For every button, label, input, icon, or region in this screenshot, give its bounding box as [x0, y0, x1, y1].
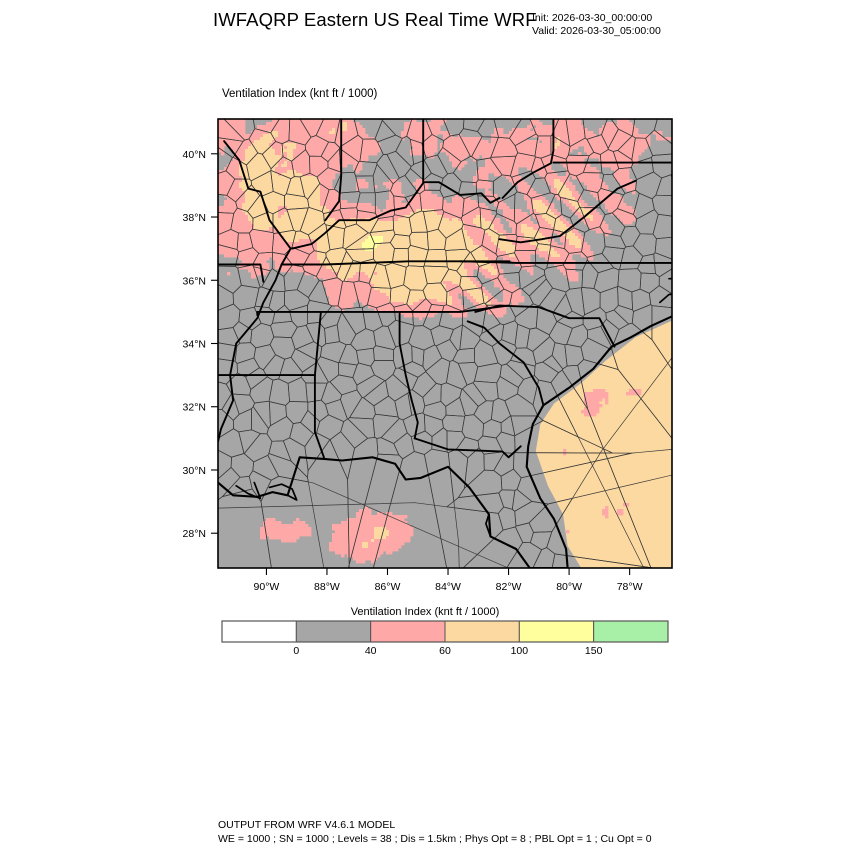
county-boundary: [651, 305, 672, 371]
county-boundary: [582, 119, 608, 140]
county-boundary: [493, 119, 522, 139]
state-boundary: [459, 260, 672, 264]
contour-fill-layer: [218, 119, 672, 568]
colorbar-band: [221, 620, 297, 643]
colorbar-band: [295, 620, 372, 643]
state-boundary: [398, 310, 419, 440]
bay-shoreline: [690, 204, 714, 248]
page-title: IWFAQRP Eastern US Real Time WRF: [213, 9, 537, 30]
state-boundary: [218, 140, 292, 443]
colorbar-tick-label: 150: [585, 645, 603, 657]
county-boundary: [651, 194, 672, 217]
bay-shoreline: [235, 481, 262, 500]
colorbar-band: [518, 620, 595, 643]
state-boundary: [291, 181, 501, 250]
lat-tick-label: 40°N: [183, 149, 206, 161]
county-boundary-layer: [218, 119, 672, 568]
lon-tick-label: 86°W: [375, 581, 401, 593]
bay-shoreline: [268, 483, 298, 501]
county-boundary: [381, 119, 413, 139]
lat-tick-label: 30°N: [183, 465, 206, 477]
state-boundary: [552, 161, 672, 164]
colorbar-tick-label: 100: [511, 645, 529, 657]
plot-subtitle: Ventilation Index (knt ft / 1000): [222, 88, 378, 100]
atlantic-ocean-fill: [535, 119, 672, 568]
bay-shoreline: [678, 168, 690, 249]
lon-tick-label: 84°W: [435, 581, 461, 593]
colorbar: 0 40 60 100 150: [221, 620, 669, 657]
state-boundary: [256, 304, 510, 313]
county-boundary: [315, 119, 341, 144]
state-boundary: [474, 304, 616, 348]
lon-tick-label: 80°W: [556, 581, 582, 593]
county-boundary: [648, 285, 672, 309]
colorbar-outline: [221, 620, 669, 643]
state-boundary: [466, 320, 545, 407]
lat-tick-label: 34°N: [183, 339, 206, 351]
state-boundary: [413, 437, 522, 459]
colorbar-tick-label: 40: [365, 645, 377, 657]
colorbar-tick-label: 0: [293, 645, 299, 657]
lon-tick-label: 82°W: [496, 581, 522, 593]
colorbar-band: [370, 620, 446, 643]
county-boundary: [651, 153, 672, 179]
colorbar-title: Ventilation Index (knt ft / 1000): [350, 606, 500, 618]
coastline: [218, 174, 672, 568]
init-time-label: Init: 2026-03-30_00:00:00: [532, 12, 653, 24]
county-boundary: [652, 213, 672, 240]
lat-tick-label: 36°N: [183, 275, 206, 287]
state-boundary: [498, 179, 637, 244]
county-boundary: [529, 119, 560, 137]
footer-line-model: OUTPUT FROM WRF V4.6.1 MODEL: [218, 819, 396, 831]
county-boundary: [463, 119, 486, 132]
map-axes: 40°N 38°N 36°N 34°N 32°N 30°N 28°N 90°W 88°W 86°W…: [183, 149, 643, 593]
county-boundary: [653, 252, 672, 278]
county-boundary: [516, 449, 672, 505]
figure-header: IWFAQRP Eastern US Real Time WRF Init: 2…: [0, 0, 850, 50]
bay-shoreline: [708, 173, 719, 203]
bay-shoreline: [659, 277, 672, 304]
bay-shoreline: [485, 513, 492, 538]
state-boundary: [324, 119, 343, 222]
state-boundary: [697, 163, 719, 203]
footer-line-params: WE = 1000 ; SN = 1000 ; Levels = 38 ; Di…: [218, 832, 652, 845]
state-boundary: [218, 263, 265, 283]
model-timestamp-block: Init: 2026-03-30_00:00:00 Valid: 2026-03…: [532, 12, 661, 38]
state-boundary-layer: [218, 119, 726, 459]
county-boundary: [611, 322, 672, 439]
coastline-layer: [218, 168, 719, 568]
county-boundary: [252, 119, 280, 134]
valid-time-label: Valid: 2026-03-30_05:00:00: [532, 25, 661, 37]
state-boundary: [313, 310, 325, 459]
colorbar-band: [444, 620, 520, 643]
lon-tick-label: 90°W: [254, 581, 280, 593]
lon-tick-label: 78°W: [617, 581, 643, 593]
county-boundary: [654, 236, 672, 260]
lat-tick-label: 32°N: [183, 402, 206, 414]
colorbar-tick-label: 60: [439, 645, 451, 657]
state-boundary: [501, 119, 555, 199]
lat-tick-label: 28°N: [183, 528, 206, 540]
county-boundary: [546, 357, 672, 568]
map-data-field: [218, 119, 726, 568]
county-boundary: [645, 129, 672, 156]
state-boundary: [708, 119, 726, 160]
model-config-footer: OUTPUT FROM WRF V4.6.1 MODEL WE = 1000 ;…: [218, 819, 652, 846]
lon-tick-label: 88°W: [314, 581, 340, 593]
colorbar-band: [593, 620, 669, 643]
lat-tick-label: 38°N: [183, 212, 206, 224]
